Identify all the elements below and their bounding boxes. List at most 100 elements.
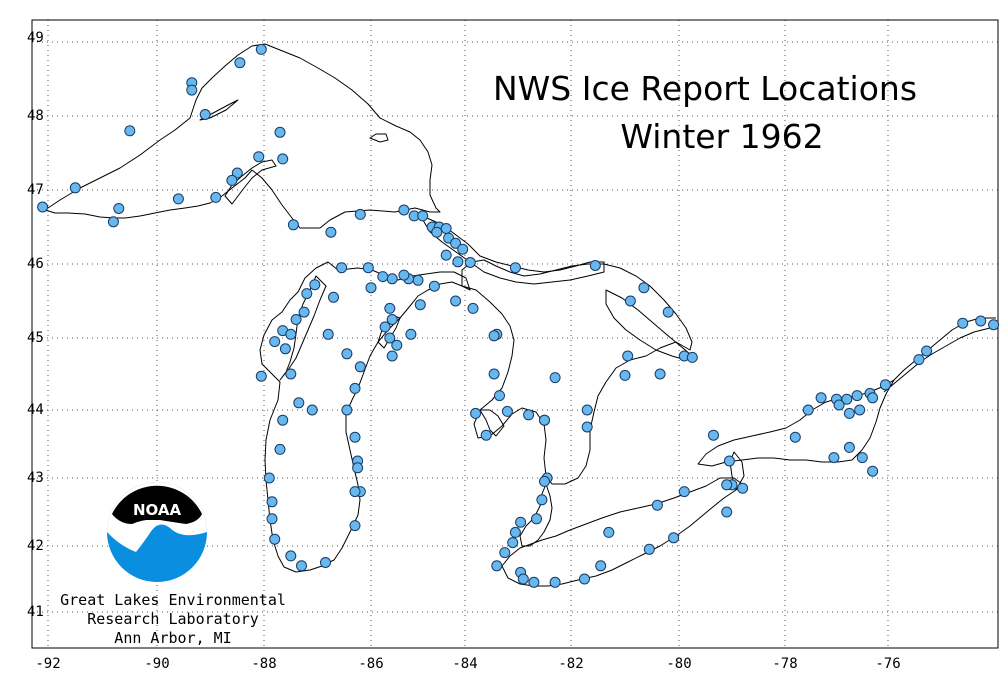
ice-report-station [384, 302, 396, 314]
credit-line2: Research Laboratory [87, 610, 259, 628]
saginaw-bay [479, 409, 505, 437]
ice-report-station [523, 409, 535, 421]
isle-royale [199, 99, 239, 121]
ice-report-station [509, 526, 521, 538]
ice-report-station [536, 494, 548, 506]
ice-report-station [253, 151, 265, 163]
ice-report-station [921, 345, 933, 357]
ice-report-station [69, 182, 81, 194]
ice-report-station [828, 452, 840, 464]
ice-report-station [186, 84, 198, 96]
map-frame [31, 19, 999, 649]
ice-report-station [867, 392, 879, 404]
ice-report-station [274, 126, 286, 138]
ice-report-station [309, 279, 321, 291]
ice-report-station [491, 560, 503, 572]
ice-report-station [266, 496, 278, 508]
ice-report-station [802, 404, 814, 416]
ice-report-station [386, 314, 398, 325]
keweenaw-peninsula [224, 159, 277, 205]
ice-report-station [285, 368, 297, 380]
ice-report-station [263, 472, 275, 484]
ice-report-station [488, 330, 500, 342]
ice-report-station [721, 479, 733, 491]
ice-report-station [398, 269, 410, 281]
ice-report-station [464, 257, 476, 268]
ice-report-station [386, 273, 398, 285]
ice-report-station [531, 513, 542, 525]
niagara-river [729, 451, 745, 491]
ice-report-station [507, 537, 519, 549]
ice-report-station [499, 547, 511, 559]
ice-report-station [678, 486, 690, 498]
ice-report-station [301, 288, 313, 300]
x-tick-label: -82 [558, 656, 583, 672]
y-tick-label: 41 [27, 604, 44, 620]
ice-report-station [296, 560, 307, 572]
ice-report-station [277, 414, 289, 426]
ice-report-station [354, 361, 366, 373]
ice-report-station [293, 397, 305, 409]
noaa-logo-wing [119, 509, 195, 521]
ice-report-station [488, 368, 500, 380]
ice-report-station [440, 223, 452, 234]
ice-report-station [549, 576, 561, 588]
ice-report-station [349, 382, 361, 394]
ice-report-station [581, 421, 593, 433]
st-lawrence-river-south [883, 327, 991, 393]
lake-erie-shoreline [501, 477, 743, 587]
ice-report-station [349, 520, 361, 532]
ice-report-station [431, 226, 443, 238]
lake-nipigon [369, 133, 389, 143]
y-tick-label: 48 [27, 108, 44, 124]
lake-huron-shoreline [461, 259, 693, 485]
ice-report-station [349, 431, 361, 443]
y-tick-label: 45 [27, 330, 44, 346]
ice-report-station [234, 57, 246, 69]
ice-report-station [417, 210, 429, 222]
ice-report-station [843, 441, 855, 453]
ice-report-station [723, 455, 735, 467]
ice-report-station [341, 404, 353, 416]
ice-report-station [528, 576, 540, 588]
ice-report-station [450, 237, 462, 249]
ice-report-station [124, 125, 136, 137]
ice-report-station [365, 282, 377, 294]
ice-report-station [539, 475, 550, 487]
ice-report-station [708, 429, 719, 441]
x-tick-label: -84 [452, 656, 477, 672]
ice-report-station [384, 332, 396, 344]
ice-report-station [398, 204, 410, 216]
y-tick-label: 46 [27, 256, 44, 272]
ice-report-station [879, 379, 891, 391]
ice-report-station [654, 368, 666, 380]
ice-report-station [269, 533, 281, 545]
ice-report-station [603, 526, 615, 538]
ice-report-station [515, 516, 527, 528]
ice-report-station [226, 174, 238, 186]
x-tick-label: -86 [358, 656, 383, 672]
ice-report-station [643, 543, 655, 555]
ice-report-station [721, 506, 733, 518]
ice-report-station [509, 262, 521, 274]
ice-report-station [336, 262, 348, 274]
ice-report-station [579, 573, 590, 585]
ice-report-station [362, 262, 374, 274]
ice-report-station [341, 348, 353, 360]
lake-superior-shoreline [44, 43, 441, 229]
great-lakes-coastlines [44, 43, 996, 587]
ice-report-station [290, 314, 302, 325]
ice-report-station [622, 350, 634, 362]
ice-report-station [255, 43, 267, 55]
ice-report-station [269, 336, 281, 348]
ice-report-station [638, 282, 650, 294]
ice-report-station [405, 328, 417, 340]
x-tick-label: -78 [772, 656, 797, 672]
ice-report-station [581, 404, 593, 416]
y-tick-label: 49 [27, 30, 44, 46]
x-tick-label: -80 [666, 656, 691, 672]
ice-report-station [285, 328, 297, 340]
ice-report-station [737, 482, 749, 494]
ice-report-station [539, 414, 550, 426]
y-axis-labels: 49 48 47 46 45 44 43 42 41 [27, 30, 44, 620]
